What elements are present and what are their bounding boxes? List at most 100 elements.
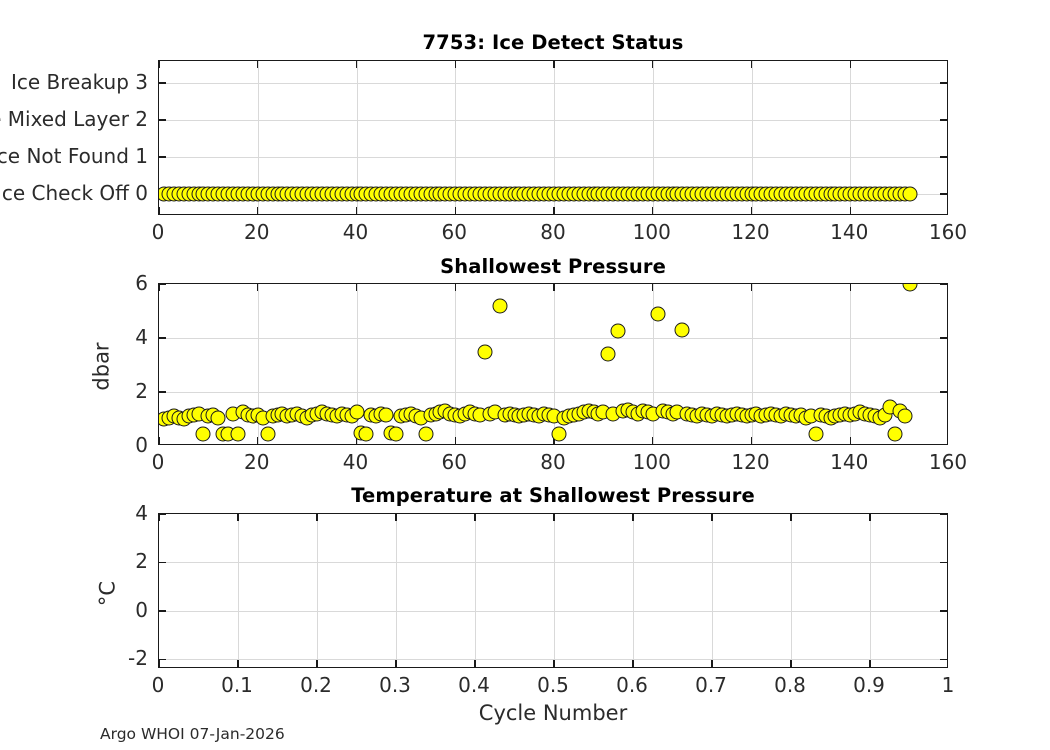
- gridline-vertical: [475, 514, 476, 667]
- y-axis-tick-label: Ice Not Found 1: [0, 143, 148, 168]
- x-axis-tick-mark: [711, 660, 713, 667]
- gridline-vertical: [554, 284, 555, 444]
- panel-temperature-at-shallowest-pressure: [158, 513, 948, 668]
- y-axis-tick-label: 0: [135, 433, 148, 457]
- y-axis-tick-label: -2: [128, 646, 148, 671]
- x-axis-tick-label: 0: [151, 220, 165, 244]
- y-axis-tick-mark: [159, 514, 166, 515]
- data-point-marker: [230, 426, 246, 442]
- data-point-marker: [650, 306, 666, 322]
- y-axis-tick-mark: [940, 193, 947, 195]
- x-axis-tick-mark: [553, 660, 555, 667]
- y-axis-tick-mark: [159, 337, 166, 339]
- x-axis-tick-mark: [257, 207, 259, 214]
- y-axis-tick-label: Ice Mixed Layer 2: [0, 107, 148, 132]
- data-point-marker: [887, 426, 903, 442]
- gridline-vertical: [870, 514, 871, 667]
- y-axis-tick-label: 2: [135, 549, 148, 574]
- x-axis-tick-label: 120: [731, 220, 770, 244]
- x-axis-tick-label: 0.3: [379, 673, 411, 697]
- y-axis-tick-mark: [940, 561, 947, 564]
- gridline-vertical: [455, 284, 457, 444]
- y-axis-tick-label: 2: [135, 379, 148, 403]
- y-axis-tick-mark: [940, 156, 947, 158]
- y-axis-tick-mark: [940, 610, 947, 612]
- x-axis-tick-mark: [849, 284, 851, 291]
- gridline-vertical: [356, 284, 358, 444]
- gridline-vertical: [791, 514, 792, 667]
- x-axis-tick-mark: [750, 284, 753, 291]
- data-point-marker: [902, 186, 917, 202]
- gridline-horizontal: [159, 120, 947, 121]
- x-axis-tick-mark: [159, 284, 160, 291]
- x-axis-tick-mark: [355, 207, 358, 214]
- gridline-vertical: [554, 514, 555, 667]
- x-axis-tick-mark: [750, 437, 753, 444]
- y-axis-tick-mark: [940, 284, 947, 285]
- x-axis-tick-label: 0: [151, 450, 165, 474]
- x-axis-tick-mark: [257, 61, 259, 68]
- gridline-vertical: [455, 61, 457, 214]
- data-point-marker: [902, 284, 917, 292]
- panel-2-axes: [158, 283, 948, 445]
- gridline-horizontal: [159, 83, 947, 85]
- gridline-vertical: [317, 514, 318, 667]
- gridline-vertical: [751, 61, 753, 214]
- x-axis-tick-mark: [652, 61, 654, 68]
- x-axis-tick-label: 40: [342, 220, 369, 244]
- y-axis-tick-label: 4: [135, 501, 148, 525]
- gridline-vertical: [238, 514, 239, 667]
- x-axis-tick-mark: [652, 207, 654, 214]
- gridline-horizontal: [159, 392, 947, 393]
- y-axis-tick-mark: [159, 284, 166, 285]
- x-axis-tick-label: 20: [244, 450, 270, 474]
- x-axis-tick-label: 120: [731, 450, 770, 474]
- data-point-marker: [600, 346, 616, 362]
- x-axis-tick-label: 160: [928, 450, 968, 474]
- x-axis-tick-label: 0.5: [537, 673, 569, 697]
- x-axis-tick-mark: [849, 207, 851, 214]
- gridline-vertical: [850, 284, 852, 444]
- x-axis-tick-mark: [553, 514, 555, 521]
- x-axis-tick-mark: [652, 284, 654, 291]
- y-axis-tick-mark: [940, 658, 947, 660]
- data-point-marker: [897, 408, 913, 424]
- x-axis-tick-mark: [750, 61, 753, 68]
- x-axis-tick-mark: [355, 284, 358, 291]
- gridline-horizontal: [159, 659, 947, 661]
- panel-3-axes: [158, 513, 948, 668]
- gridline-horizontal: [159, 157, 947, 158]
- data-point-marker: [195, 426, 211, 442]
- y-axis-tick-mark: [159, 156, 166, 158]
- y-axis-tick-label: 4: [135, 325, 148, 349]
- x-axis-tick-mark: [454, 61, 456, 68]
- data-point-marker: [418, 426, 434, 442]
- gridline-horizontal: [159, 610, 947, 612]
- panel-3-ylabel: °C: [95, 580, 120, 607]
- data-point-marker: [358, 426, 374, 442]
- panel-2-ylabel: dbar: [89, 342, 114, 391]
- x-axis-tick-mark: [237, 514, 239, 521]
- x-axis-tick-mark: [454, 207, 456, 214]
- x-axis-tick-label: 20: [244, 220, 270, 244]
- y-axis-tick-label: Ice Check Off 0: [0, 180, 148, 205]
- x-axis-tick-mark: [159, 207, 160, 214]
- panel-shallowest-pressure: [158, 283, 948, 445]
- x-axis-tick-mark: [159, 437, 160, 444]
- panel-1-axes: [158, 60, 948, 215]
- x-axis-tick-label: 60: [441, 220, 467, 244]
- x-axis-tick-mark: [849, 61, 851, 68]
- gridline-vertical: [257, 284, 259, 444]
- x-axis-tick-mark: [474, 514, 476, 521]
- x-axis-tick-label: 100: [632, 450, 671, 474]
- y-axis-tick-mark: [159, 561, 166, 564]
- y-axis-tick-mark: [159, 610, 166, 612]
- gridline-vertical: [751, 284, 753, 444]
- data-point-marker: [492, 298, 508, 314]
- gridline-vertical: [554, 61, 555, 214]
- x-axis-tick-mark: [159, 61, 160, 68]
- y-axis-tick-mark: [940, 391, 947, 393]
- y-axis-tick-mark: [159, 82, 166, 84]
- y-axis-tick-mark: [159, 658, 166, 660]
